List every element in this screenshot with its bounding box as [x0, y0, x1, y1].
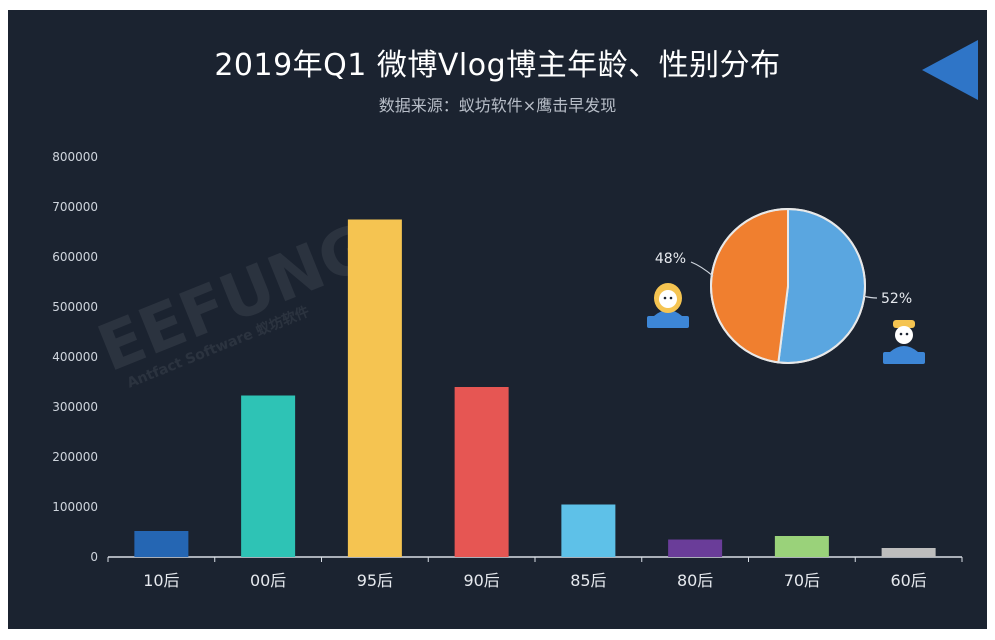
watermark-text: EEFUNG	[88, 210, 384, 387]
x-tick-label: 00后	[250, 571, 286, 590]
x-tick-label: 85后	[570, 571, 606, 590]
avatar-eye	[899, 332, 903, 336]
pie-label-male: 52%	[881, 291, 912, 307]
bar-2	[347, 219, 402, 557]
avatar-shoulders	[890, 346, 918, 352]
back-arrow-icon[interactable]	[918, 40, 978, 100]
y-tick-label: 600000	[52, 250, 98, 264]
avatar-desk	[647, 316, 689, 328]
x-tick-label: 10后	[143, 571, 179, 590]
watermark: EEFUNG Antfact Software 蚁坊软件	[88, 210, 384, 392]
female-avatar-icon	[647, 283, 689, 328]
avatar-eye	[669, 296, 673, 300]
bar-7	[881, 548, 936, 557]
avatar-face	[659, 290, 677, 308]
x-tick-label: 60后	[890, 571, 926, 590]
pie-outline	[710, 208, 866, 364]
y-tick-label: 500000	[52, 300, 98, 314]
avatar-desk	[883, 352, 925, 364]
bar-5	[668, 539, 723, 557]
pie-label-female: 48%	[655, 251, 686, 267]
chart-title: 2019年Q1 微博Vlog博主年龄、性别分布	[214, 48, 781, 83]
male-avatar-icon	[883, 320, 925, 364]
bar-6	[774, 536, 829, 557]
pie-group: 48% 52%	[647, 207, 925, 364]
bar-0	[134, 531, 189, 557]
y-tick-label: 200000	[52, 450, 98, 464]
x-tick-label: 80后	[677, 571, 713, 590]
y-tick-label: 0	[90, 550, 98, 564]
x-tick-label: 90后	[463, 571, 499, 590]
y-tick-label: 400000	[52, 350, 98, 364]
bar-1	[241, 395, 296, 557]
bar-3	[454, 387, 509, 557]
pie-slice-female	[710, 207, 789, 364]
avatar-hair	[893, 320, 915, 328]
pie-slice-male	[777, 207, 866, 364]
avatar-eye	[663, 296, 667, 300]
avatar-face	[895, 326, 913, 344]
y-tick-label: 100000	[52, 500, 98, 514]
chart-subtitle: 数据来源：蚁坊软件×鹰击早发现	[378, 96, 617, 115]
y-tick-label: 800000	[52, 150, 98, 164]
x-tick-label: 70后	[784, 571, 820, 590]
y-tick-label: 300000	[52, 400, 98, 414]
y-tick-label: 700000	[52, 200, 98, 214]
avatar-eye	[905, 332, 909, 336]
bar-4	[561, 504, 616, 557]
x-tick-label: 95后	[357, 571, 393, 590]
bars-group	[134, 219, 936, 557]
leader-line-female	[690, 261, 714, 277]
leader-line-male	[862, 295, 878, 299]
